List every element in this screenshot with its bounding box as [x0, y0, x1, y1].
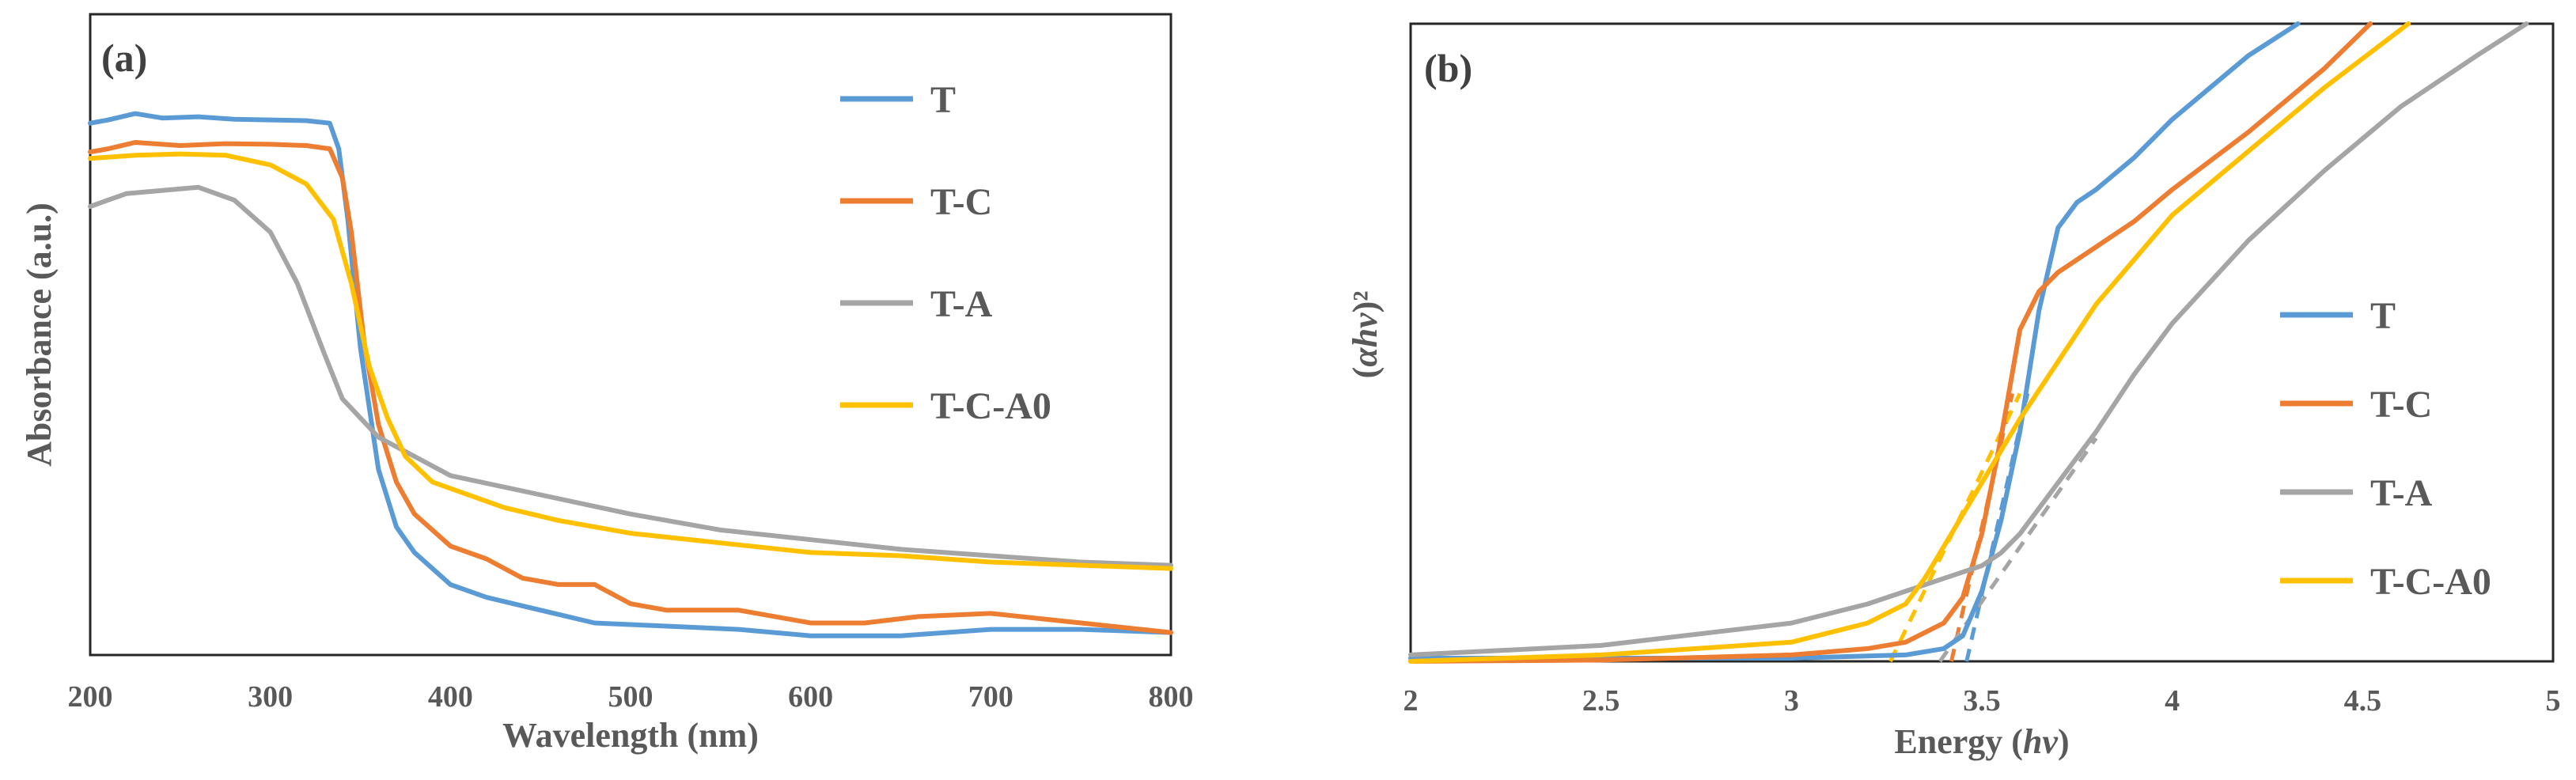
x-tick-label: 400 [428, 680, 473, 714]
panel-a: 200 300 400 500 600 700 800 (a) Wavelength (nm… [20, 13, 1194, 755]
series-line-t-c-a0 [88, 151, 1173, 571]
x-axis-title-b: Energy (hv) [1894, 722, 2069, 761]
legend-label-t-c-a0: T-C-A0 [930, 385, 1051, 427]
series-line-t [88, 111, 1173, 638]
plot-frame-a [89, 13, 1172, 657]
tangent-line-t-c-a0 [1888, 392, 2022, 663]
series-line-t-c [88, 140, 1173, 635]
legend-label-t-a: T-A [2370, 472, 2433, 514]
series-line-t-a [88, 184, 1173, 568]
x-tick-label: 4.5 [2344, 684, 2382, 718]
x-axis-title-a: Wavelength (nm) [502, 716, 759, 755]
x-tick-label: 800 [1149, 680, 1194, 714]
x-tick-label: 200 [68, 680, 113, 714]
legend-label-t: T [2370, 295, 2396, 337]
legend-label-t-c: T-C [2370, 384, 2432, 426]
x-tick-label: 500 [608, 680, 653, 714]
series-line-t-a [1408, 21, 2529, 657]
x-tick-label: 300 [248, 680, 293, 714]
series-group-a [88, 111, 1173, 638]
x-ticks-b: 2 2.5 3 3.5 4 4.5 5 [1404, 684, 2561, 718]
series-group-b [1408, 21, 2529, 664]
x-ticks-a: 200 300 400 500 600 700 800 [68, 680, 1194, 714]
legend-label-t-a: T-A [930, 283, 993, 325]
panel-label-b: (b) [1424, 46, 1472, 90]
tangent-group-b [1888, 392, 2098, 663]
y-axis-title-a: Absorbance (a.u.) [20, 203, 59, 467]
series-line-t-c-a0 [1408, 21, 2411, 664]
panel-b: 2 2.5 3 3.5 4 4.5 5 (b) Energy (hv) (αhv)² T T-… [1346, 21, 2561, 761]
panel-label-a: (a) [101, 36, 147, 80]
series-line-t [1408, 21, 2301, 661]
x-tick-label: 700 [968, 680, 1013, 714]
x-tick-label: 5 [2546, 684, 2561, 718]
legend-label-t: T [930, 79, 956, 121]
legend-a: T T-C T-A T-C-A0 [840, 79, 1051, 427]
tangent-line-t-a [1938, 437, 2098, 663]
legend-b: T T-C T-A T-C-A0 [2280, 295, 2491, 603]
x-tick-label: 2.5 [1582, 684, 1620, 718]
plot-frame-b [1409, 22, 2555, 663]
x-tick-label: 3.5 [1963, 684, 2001, 718]
y-axis-title-b: (αhv)² [1346, 291, 1385, 379]
legend-label-t-c-a0: T-C-A0 [2370, 561, 2491, 603]
x-tick-label: 600 [788, 680, 833, 714]
series-line-t-c [1408, 21, 2373, 664]
x-tick-label: 2 [1404, 684, 1419, 718]
x-tick-label: 4 [2165, 684, 2180, 718]
legend-label-t-c: T-C [930, 181, 992, 223]
x-tick-label: 3 [1784, 684, 1799, 718]
